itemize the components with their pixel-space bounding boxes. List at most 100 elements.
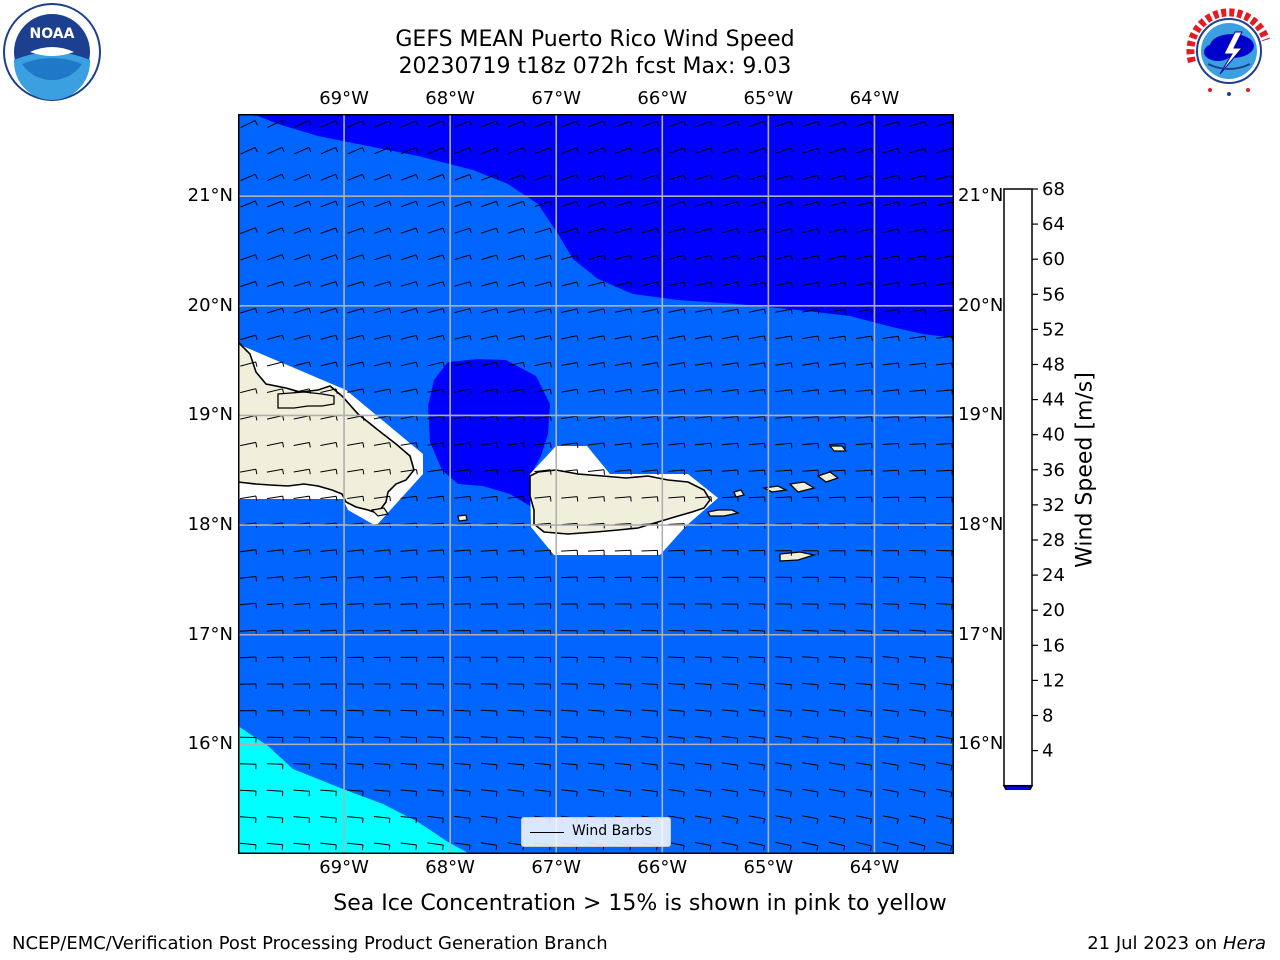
lat-label-left-0: 21°N bbox=[187, 185, 233, 207]
wind-barb-54 bbox=[240, 173, 258, 181]
wind-barb-281 bbox=[534, 388, 552, 395]
wind-barb-8 bbox=[454, 120, 472, 128]
wind-barb-55 bbox=[267, 173, 285, 181]
wind-barb-238 bbox=[828, 335, 847, 342]
wind-barb-690 bbox=[641, 789, 658, 797]
wind-barb-584 bbox=[695, 682, 712, 690]
wind-barb-258 bbox=[641, 362, 659, 368]
wind-barb-368 bbox=[695, 469, 712, 475]
wind-barb-640 bbox=[748, 735, 766, 744]
wind-barb-321 bbox=[882, 416, 900, 422]
lat-label-left-1: 20°N bbox=[187, 294, 233, 316]
wind-barb-235 bbox=[748, 335, 766, 341]
wind-barb-511 bbox=[909, 603, 926, 610]
virgin-islands-1 bbox=[761, 485, 789, 493]
wind-barb-483 bbox=[882, 576, 899, 583]
wind-barb-152 bbox=[695, 254, 713, 261]
wind-barb-192 bbox=[320, 307, 338, 314]
wind-barb-162 bbox=[240, 281, 258, 287]
wind-barb-588 bbox=[802, 682, 819, 690]
wind-barb-467 bbox=[454, 576, 471, 582]
wind-barb-594 bbox=[239, 710, 257, 716]
colorbar-tick-label-2: 60 bbox=[1042, 249, 1065, 270]
wind-barb-194 bbox=[373, 308, 392, 314]
wind-barb-342 bbox=[721, 442, 739, 449]
wind-barb-144 bbox=[481, 254, 499, 261]
wind-barb-334 bbox=[507, 442, 525, 448]
wind-barb-335 bbox=[534, 442, 552, 448]
wind-barb-35 bbox=[454, 147, 472, 155]
wind-barb-605 bbox=[534, 709, 551, 717]
wind-barb-347 bbox=[855, 442, 873, 449]
wind-barb-585 bbox=[721, 682, 739, 690]
wind-barb-13 bbox=[588, 120, 606, 128]
wind-barb-689 bbox=[614, 789, 632, 797]
wind-barb-397 bbox=[748, 496, 766, 502]
wind-barb-308 bbox=[534, 415, 552, 422]
map-legend: Wind Barbs bbox=[521, 817, 671, 847]
wind-barb-73 bbox=[748, 174, 767, 181]
wind-barb-228 bbox=[561, 335, 579, 341]
lon-label-top-3: 66°W bbox=[637, 88, 688, 109]
wind-barb-295 bbox=[909, 389, 927, 395]
wind-barb-181 bbox=[748, 281, 766, 288]
wind-barb-482 bbox=[855, 576, 873, 583]
wind-barb-702 bbox=[239, 816, 257, 823]
wind-barbs bbox=[239, 120, 954, 851]
map-panel: Wind Barbs bbox=[238, 114, 954, 854]
wind-barb-247 bbox=[347, 361, 365, 368]
wind-barb-612 bbox=[721, 709, 739, 717]
wind-barb-59 bbox=[374, 173, 392, 181]
wind-barb-701 bbox=[936, 788, 953, 798]
wind-barb-660 bbox=[561, 762, 578, 770]
wind-barb-709 bbox=[427, 815, 444, 824]
wind-barb-637 bbox=[668, 736, 685, 744]
wind-barb-552 bbox=[561, 656, 578, 663]
wind-barb-213 bbox=[882, 308, 900, 315]
wind-barb-105 bbox=[882, 201, 900, 208]
wind-barb-441 bbox=[480, 549, 498, 556]
colorbar-tick-label-1: 64 bbox=[1042, 214, 1065, 235]
wind-barb-462 bbox=[320, 576, 338, 582]
wind-barb-211 bbox=[828, 308, 847, 315]
wind-barb-129 bbox=[802, 228, 820, 234]
wind-barb-323 bbox=[935, 416, 953, 422]
colorbar-tick-label-8: 36 bbox=[1042, 460, 1065, 481]
wind-barb-745 bbox=[668, 842, 685, 851]
wind-barb-110 bbox=[293, 227, 312, 234]
wind-barb-197 bbox=[454, 308, 472, 314]
wind-barb-638 bbox=[695, 735, 712, 744]
wind-barb-326 bbox=[293, 442, 311, 448]
wind-barb-343 bbox=[748, 442, 766, 449]
wind-barb-350 bbox=[935, 443, 953, 449]
wind-barb-474 bbox=[641, 576, 659, 583]
wind-barb-666 bbox=[721, 762, 739, 771]
wind-barb-595 bbox=[266, 710, 284, 716]
wind-barb-82 bbox=[267, 200, 285, 208]
wind-barb-485 bbox=[935, 576, 953, 583]
lon-label-bottom-1: 68°W bbox=[425, 857, 475, 878]
wind-barb-233 bbox=[695, 335, 713, 341]
wind-barb-704 bbox=[293, 816, 310, 824]
wind-barb-370 bbox=[748, 469, 766, 476]
wind-barb-509 bbox=[855, 603, 873, 610]
wind-barb-259 bbox=[668, 362, 686, 368]
wind-barb-39 bbox=[561, 147, 579, 154]
wind-barb-615 bbox=[802, 709, 819, 717]
wind-barb-383 bbox=[373, 495, 391, 502]
wind-barb-733 bbox=[347, 842, 364, 850]
wind-barb-479 bbox=[775, 576, 792, 583]
wind-barb-381 bbox=[320, 495, 338, 502]
wind-barb-232 bbox=[668, 335, 686, 341]
wind-barb-92 bbox=[534, 201, 553, 207]
wind-barb-642 bbox=[802, 735, 819, 744]
wind-barb-63 bbox=[481, 174, 499, 181]
wind-barb-574 bbox=[427, 683, 444, 690]
wind-barb-469 bbox=[507, 576, 525, 582]
lat-label-right-0: 21°N bbox=[958, 185, 1004, 207]
wind-barb-442 bbox=[507, 549, 525, 556]
wind-barb-313 bbox=[668, 415, 686, 422]
noaa-logo-text: NOAA bbox=[30, 26, 75, 42]
colorbar-tick-label-13: 16 bbox=[1042, 635, 1065, 656]
wind-barb-359 bbox=[454, 469, 472, 475]
